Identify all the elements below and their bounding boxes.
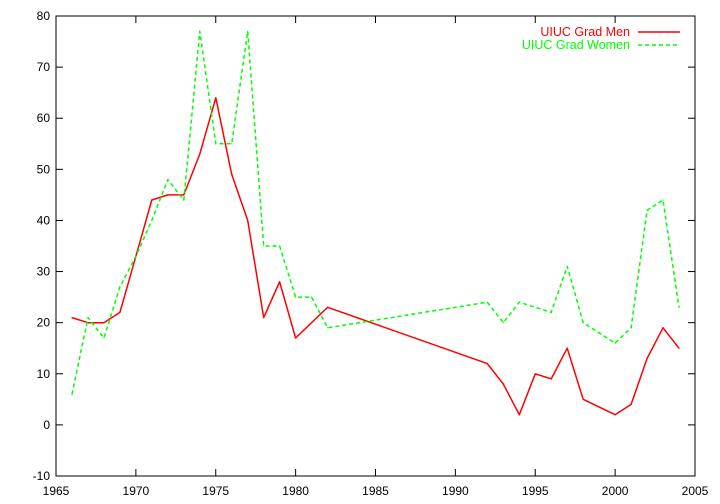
data-point: [502, 383, 504, 385]
y-tick-label: 60: [37, 111, 51, 125]
y-tick-label: -10: [33, 469, 51, 483]
data-point: [295, 337, 297, 339]
data-point: [167, 194, 169, 196]
data-point: [183, 199, 185, 201]
data-point: [502, 322, 504, 324]
data-point: [199, 153, 201, 155]
y-tick-label: 70: [37, 60, 51, 74]
series-line-1: [71, 30, 680, 395]
data-point: [151, 219, 153, 222]
data-point: [119, 286, 121, 288]
data-point: [135, 255, 137, 257]
legend-label-1: UIUC Grad Women: [522, 38, 630, 52]
y-tick-label: 80: [37, 9, 51, 23]
x-tick-label: 2005: [682, 484, 709, 498]
data-point: [231, 173, 233, 176]
data-point: [103, 337, 105, 339]
series-line-0: [71, 97, 680, 416]
data-point: [183, 194, 185, 196]
y-tick-label: 20: [37, 316, 51, 330]
data-point: [646, 209, 648, 211]
x-tick-label: 1990: [442, 484, 469, 498]
x-tick-label: 1985: [362, 484, 389, 498]
data-point: [263, 245, 265, 247]
data-point: [630, 327, 632, 329]
data-point: [550, 378, 552, 380]
data-point: [263, 316, 265, 319]
data-point: [215, 97, 217, 99]
data-point: [87, 316, 89, 319]
plot-frame: [55, 15, 696, 477]
legend-label-0: UIUC Grad Men: [540, 25, 630, 39]
data-point: [311, 296, 313, 298]
y-tick-label: 40: [37, 213, 51, 227]
data-point: [614, 414, 616, 416]
data-point: [662, 327, 664, 329]
data-point: [71, 316, 73, 319]
data-point: [662, 199, 664, 201]
data-point: [326, 306, 329, 308]
data-point: [678, 306, 680, 308]
data-point: [119, 311, 121, 314]
x-tick-label: 1975: [202, 484, 229, 498]
y-tick-label: 0: [43, 418, 50, 432]
data-point: [646, 357, 648, 360]
data-point: [486, 362, 488, 365]
data-point: [534, 373, 536, 375]
data-point: [215, 143, 217, 145]
data-point: [279, 245, 281, 247]
data-point: [550, 311, 552, 314]
data-point: [566, 265, 568, 268]
data-point: [630, 403, 632, 406]
data-point: [167, 178, 169, 181]
data-point: [518, 301, 520, 303]
x-tick-label: 1995: [522, 484, 549, 498]
data-point: [486, 301, 488, 303]
data-point: [231, 143, 233, 145]
y-tick-label: 50: [37, 162, 51, 176]
x-tick-label: 2000: [602, 484, 629, 498]
y-tick-label: 10: [37, 367, 51, 381]
data-point: [199, 30, 201, 32]
y-tick-label: 30: [37, 265, 51, 279]
data-point: [566, 347, 568, 349]
axes: -10 0 10 20 30 40 50 60 70 80 1965 1970 1975 1980 1985…: [33, 9, 709, 498]
data-point: [678, 347, 680, 349]
x-tick-label: 1980: [282, 484, 309, 498]
data-point: [582, 398, 584, 400]
data-point: [326, 327, 329, 329]
data-point: [151, 199, 153, 201]
x-tick-label: 1970: [123, 484, 150, 498]
data-point: [247, 30, 249, 32]
data-point: [247, 219, 249, 222]
data-point: [614, 342, 616, 344]
data-point: [582, 322, 584, 324]
data-point: [518, 414, 520, 416]
x-tick-label: 1965: [43, 484, 70, 498]
series-group: [71, 30, 680, 416]
data-point: [103, 322, 105, 324]
data-point: [71, 393, 73, 395]
data-point: [295, 296, 297, 298]
data-point: [279, 281, 281, 283]
